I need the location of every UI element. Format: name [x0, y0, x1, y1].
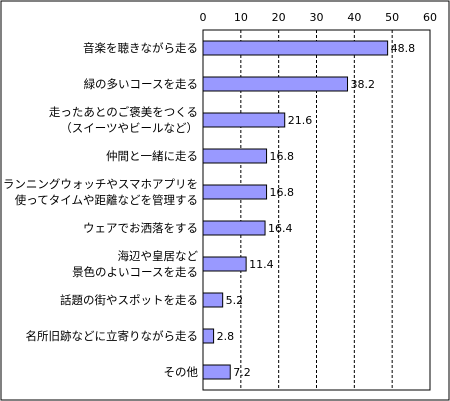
bar-value-label: 16.8 — [270, 150, 295, 163]
bar-value-label: 48.8 — [391, 42, 416, 55]
bar — [202, 220, 266, 236]
x-tick-label: 50 — [385, 11, 399, 24]
bar — [202, 364, 231, 380]
category-label: その他 — [164, 365, 199, 379]
bar-value-label: 11.4 — [249, 258, 274, 271]
x-tick-label: 20 — [272, 11, 286, 24]
bar — [202, 40, 389, 56]
plot-area — [202, 29, 431, 391]
category-label: 名所旧跡などに立寄りながら走る — [26, 329, 199, 343]
category-label: 話題の街やスポットを走る — [60, 293, 198, 307]
category-label: 海辺や皇居など — [118, 249, 199, 263]
category-label: 走ったあとのご褒美をつくる — [49, 105, 198, 119]
bar — [202, 256, 247, 272]
bar-value-label: 21.6 — [288, 114, 313, 127]
bar — [202, 328, 215, 344]
bar — [202, 76, 349, 92]
category-label: 音楽を聴きながら走る — [83, 41, 198, 55]
bar-value-label: 7.2 — [233, 366, 251, 379]
x-tick-label: 30 — [310, 11, 324, 24]
bar — [202, 148, 268, 164]
bar — [202, 184, 268, 200]
bar-value-label: 2.8 — [217, 330, 235, 343]
bar — [202, 292, 224, 308]
category-label: （スイーツやビールなど） — [60, 121, 198, 135]
category-label: ウェアでお洒落をする — [83, 221, 198, 235]
x-tick-label: 60 — [423, 11, 437, 24]
bar-value-label: 16.8 — [270, 186, 295, 199]
category-label: ランニングウォッチやスマホアプリを — [3, 177, 198, 191]
bar-value-label: 16.4 — [268, 222, 293, 235]
bar-value-label: 5.2 — [226, 294, 244, 307]
category-label: 緑の多いコースを走る — [84, 77, 198, 91]
category-label: 使ってタイムや距離などを管理する — [15, 193, 198, 207]
category-label: 景色のよいコースを走る — [72, 265, 198, 279]
bar-value-label: 38.2 — [351, 78, 376, 91]
category-label: 仲間と一緒に走る — [106, 149, 198, 163]
x-tick-label: 40 — [347, 11, 361, 24]
x-tick-label: 0 — [200, 11, 207, 24]
x-tick-label: 10 — [234, 11, 248, 24]
bar — [202, 112, 286, 128]
